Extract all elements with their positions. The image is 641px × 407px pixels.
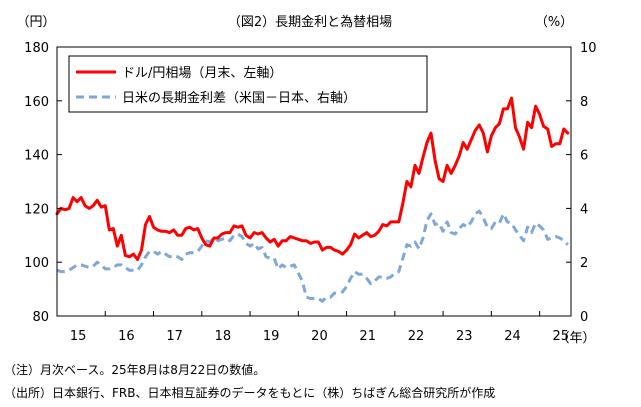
plot-lines (55, 96, 570, 303)
right-axis-tick-label: 4 (580, 202, 588, 217)
x-axis-tick-label: 19 (263, 329, 280, 344)
right-axis-tick-label: 2 (580, 256, 588, 271)
left-axis-tick-label: 140 (24, 149, 49, 164)
x-axis-tick-label: 17 (166, 329, 183, 344)
left-axis-tick-label: 160 (24, 95, 49, 110)
x-axis-tick-label: 25 (552, 329, 569, 344)
x-axis-tick-label: 15 (70, 329, 87, 344)
x-axis-tick-label: 16 (118, 329, 135, 344)
left-axis-unit: （円） (16, 15, 55, 30)
usdjpy-line (55, 96, 570, 261)
left-axis-tick-label: 120 (24, 202, 49, 217)
x-axis-unit: （年） (556, 331, 595, 346)
chart: （図2）長期金利と為替相場 （円） （%） （年） 80100120140160… (16, 14, 596, 346)
rate-spread-line (56, 209, 569, 303)
right-axis-tick-label: 10 (580, 41, 597, 56)
x-axis-tick-label: 24 (504, 329, 521, 344)
x-axis-tick-label: 20 (311, 329, 328, 344)
footnote: （注）月次ベース。25年8月は8月22日の数値。 (4, 363, 266, 377)
x-axis-tick-label: 18 (215, 329, 232, 344)
x-axis-tick-label: 23 (456, 329, 473, 344)
right-axis-tick-label: 0 (580, 310, 588, 325)
right-axis-tick-label: 8 (580, 95, 588, 110)
left-axis-tick-label: 80 (32, 310, 49, 325)
right-axis-tick-label: 6 (580, 149, 588, 164)
left-axis-tick-label: 180 (24, 41, 49, 56)
legend-label-spread: 日米の長期金利差（米国－日本、右軸） (122, 90, 356, 106)
legend-box (68, 55, 428, 113)
legend-label-usdjpy: ドル/円相場（月末、左軸） (122, 66, 282, 81)
source-note: （出所）日本銀行、FRB、日本相互証券のデータをもとに（株）ちばぎん総合研究所が… (4, 386, 496, 400)
legend: ドル/円相場（月末、左軸） 日米の長期金利差（米国－日本、右軸） (68, 55, 428, 113)
plot-frame (56, 46, 572, 317)
chart-title: （図2）長期金利と為替相場 (228, 14, 392, 30)
x-axis-tick-label: 21 (359, 329, 376, 344)
right-axis-unit: （%） (535, 15, 573, 30)
left-axis-tick-label: 100 (24, 256, 49, 271)
x-axis-tick-label: 22 (408, 329, 425, 344)
